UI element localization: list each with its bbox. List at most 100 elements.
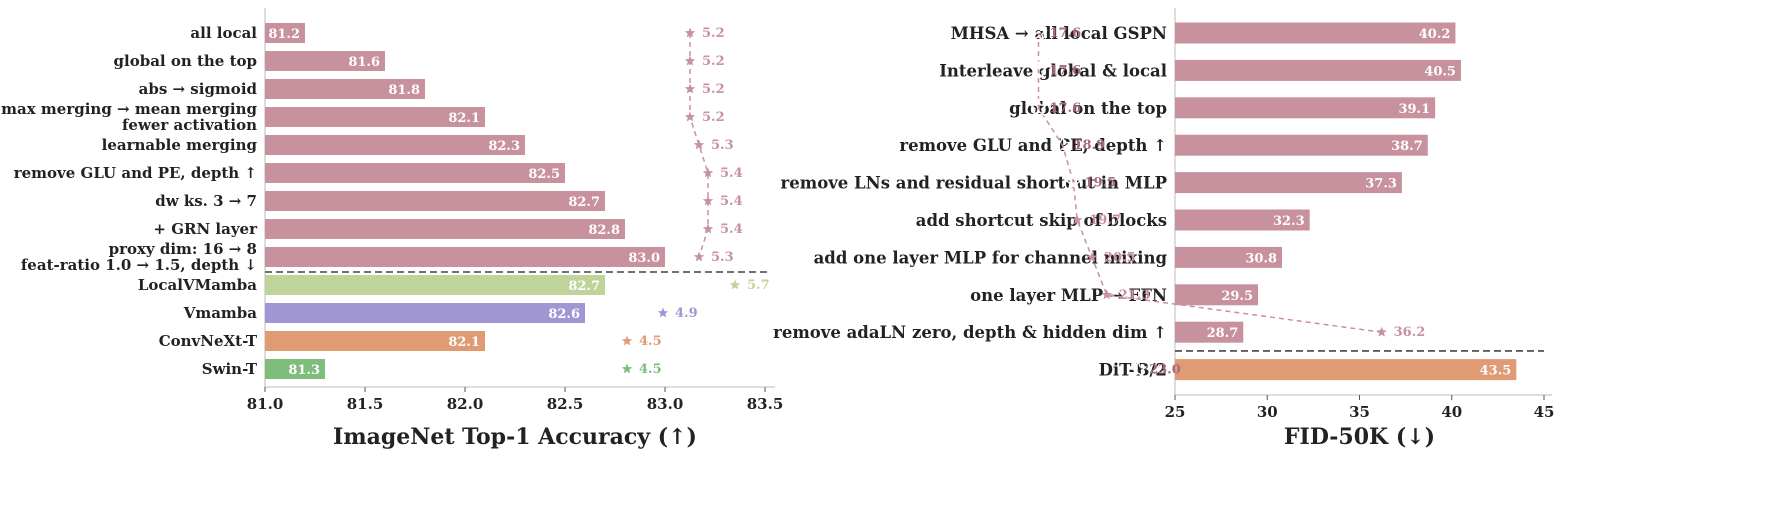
right-bar-value-label: 37.3	[1365, 177, 1397, 192]
right-fid-star-marker	[1052, 135, 1072, 154]
left-bar-value-label: 83.0	[628, 251, 660, 266]
right-bar	[1175, 284, 1259, 306]
left-x-tick-label: 83.0	[647, 395, 684, 413]
right-category-label: remove adaLN zero, depth & hidden dim ↑	[773, 323, 1167, 342]
left-bar	[265, 79, 425, 99]
right-category-label: MHSA → all local GSPN	[951, 24, 1167, 43]
left-params-star-label: 5.2	[702, 54, 725, 69]
right-bar-value-label: 39.1	[1398, 102, 1430, 117]
left-category-label: ConvNeXt-T	[159, 332, 258, 350]
right-fid-star-label: 21.3	[1119, 288, 1151, 303]
right-fid-star-label: 17.6	[1049, 63, 1081, 78]
right-fid-star-label: 19.7	[1089, 213, 1121, 228]
right-category-label: remove GLU and PE, depth ↑	[899, 136, 1167, 155]
left-category-label: all local	[190, 24, 257, 42]
right-fid-star-marker	[1376, 326, 1387, 337]
right-x-tick-label: 45	[1534, 403, 1555, 421]
left-x-tick-label: 81.5	[347, 395, 384, 413]
left-bar	[265, 135, 525, 155]
right-category-label: add shortcut skip of blocks	[916, 211, 1167, 230]
left-params-star-label: 5.3	[711, 250, 734, 265]
left-params-star-label: 5.2	[702, 26, 725, 41]
right-fid-star-label: 18.9	[1073, 138, 1105, 153]
right-bar-value-label: 32.3	[1273, 214, 1305, 229]
left-category-label: proxy dim: 16 → 8	[109, 240, 257, 258]
right-bar	[1175, 246, 1283, 268]
right-fid-star-label: 19.5	[1085, 176, 1117, 191]
left-params-star-marker	[702, 195, 714, 206]
right-bar	[1175, 22, 1456, 44]
left-category-label: LocalVMamba	[138, 276, 257, 294]
left-x-tick-label: 83.5	[747, 395, 784, 413]
left-bar	[265, 51, 385, 71]
left-params-star-marker	[684, 55, 696, 66]
left-x-tick-label: 82.0	[447, 395, 484, 413]
right-category-label: global on the top	[1009, 99, 1167, 118]
left-params-star-marker	[693, 251, 705, 262]
right-fid-star-label: 20.5	[1104, 250, 1136, 265]
left-bar-value-label: 82.3	[488, 139, 520, 154]
right-category-label: add one layer MLP for channel mixing	[814, 248, 1168, 267]
left-bar-value-label: 81.8	[388, 83, 420, 98]
right-bar-value-label: 40.5	[1424, 64, 1456, 79]
right-fid-star-label: 36.2	[1394, 325, 1426, 340]
left-params-star-label: 5.7	[747, 278, 770, 293]
left-params-star-marker	[621, 363, 633, 374]
left-x-tick-label: 81.0	[247, 395, 284, 413]
left-params-star-label: 4.9	[675, 306, 698, 321]
left-params-star-label: 5.4	[720, 166, 743, 181]
left-bar-value-label: 81.6	[348, 55, 380, 70]
right-category-label: DiT-B/2	[1099, 361, 1167, 380]
right-x-axis-title: FID-50K (↓)	[1284, 424, 1435, 450]
right-fid-star-label: 17.6	[1049, 26, 1081, 41]
right-bar	[1175, 359, 1517, 381]
right-bar	[1175, 134, 1428, 156]
right-fid-star-marker	[1101, 289, 1112, 300]
right-bar	[1175, 97, 1436, 119]
right-bar-value-label: 38.7	[1391, 139, 1423, 154]
right-fid-star-marker	[1086, 251, 1098, 262]
left-params-star-label: 4.5	[639, 362, 662, 377]
right-bar-value-label: 29.5	[1221, 289, 1253, 304]
left-category-label: fewer activation	[122, 116, 257, 134]
right-fid-star-marker	[1072, 214, 1083, 225]
right-bar-value-label: 40.2	[1419, 27, 1451, 42]
left-params-star-label: 5.4	[720, 222, 743, 237]
left-params-star-label: 5.2	[702, 110, 725, 125]
left-bar-value-label: 82.5	[528, 167, 560, 182]
right-x-tick-label: 40	[1441, 403, 1462, 421]
left-bar-value-label: 82.1	[448, 335, 480, 350]
left-params-trend-line	[689, 33, 709, 258]
right-category-label: one layer MLP → FFN	[970, 286, 1167, 305]
left-category-label: Vmamba	[183, 304, 258, 322]
left-x-axis-title: ImageNet Top-1 Accuracy (↑)	[333, 424, 697, 450]
right-fid-star-label: 17.6	[1049, 101, 1081, 116]
left-params-star-label: 5.3	[711, 138, 734, 153]
left-bar	[265, 23, 305, 43]
left-category-label: dw ks. 3 → 7	[155, 192, 257, 210]
right-fid-star-marker	[1029, 23, 1048, 42]
right-fid-star-marker	[1128, 359, 1148, 378]
left-bar	[265, 107, 485, 127]
left-bar-value-label: 82.7	[568, 195, 600, 210]
right-bar	[1175, 59, 1461, 81]
left-bar	[265, 359, 325, 379]
left-params-star-marker	[657, 307, 669, 318]
left-params-star-marker	[684, 111, 696, 122]
left-bar	[265, 219, 625, 239]
left-bar-value-label: 82.1	[448, 111, 480, 126]
left-category-label: remove GLU and PE, depth ↑	[14, 164, 257, 182]
right-bar-value-label: 43.5	[1480, 364, 1512, 379]
left-params-star-marker	[693, 139, 705, 150]
left-bar	[265, 303, 585, 323]
left-params-star-marker	[621, 335, 633, 346]
right-fid-star-marker	[1064, 172, 1083, 191]
left-category-label: + GRN layer	[153, 220, 258, 238]
right-x-tick-label: 30	[1257, 403, 1278, 421]
left-bar-value-label: 81.2	[268, 27, 300, 42]
left-bar-value-label: 82.8	[588, 223, 620, 238]
left-category-label: max merging → mean merging	[1, 100, 257, 118]
left-bar	[265, 163, 565, 183]
